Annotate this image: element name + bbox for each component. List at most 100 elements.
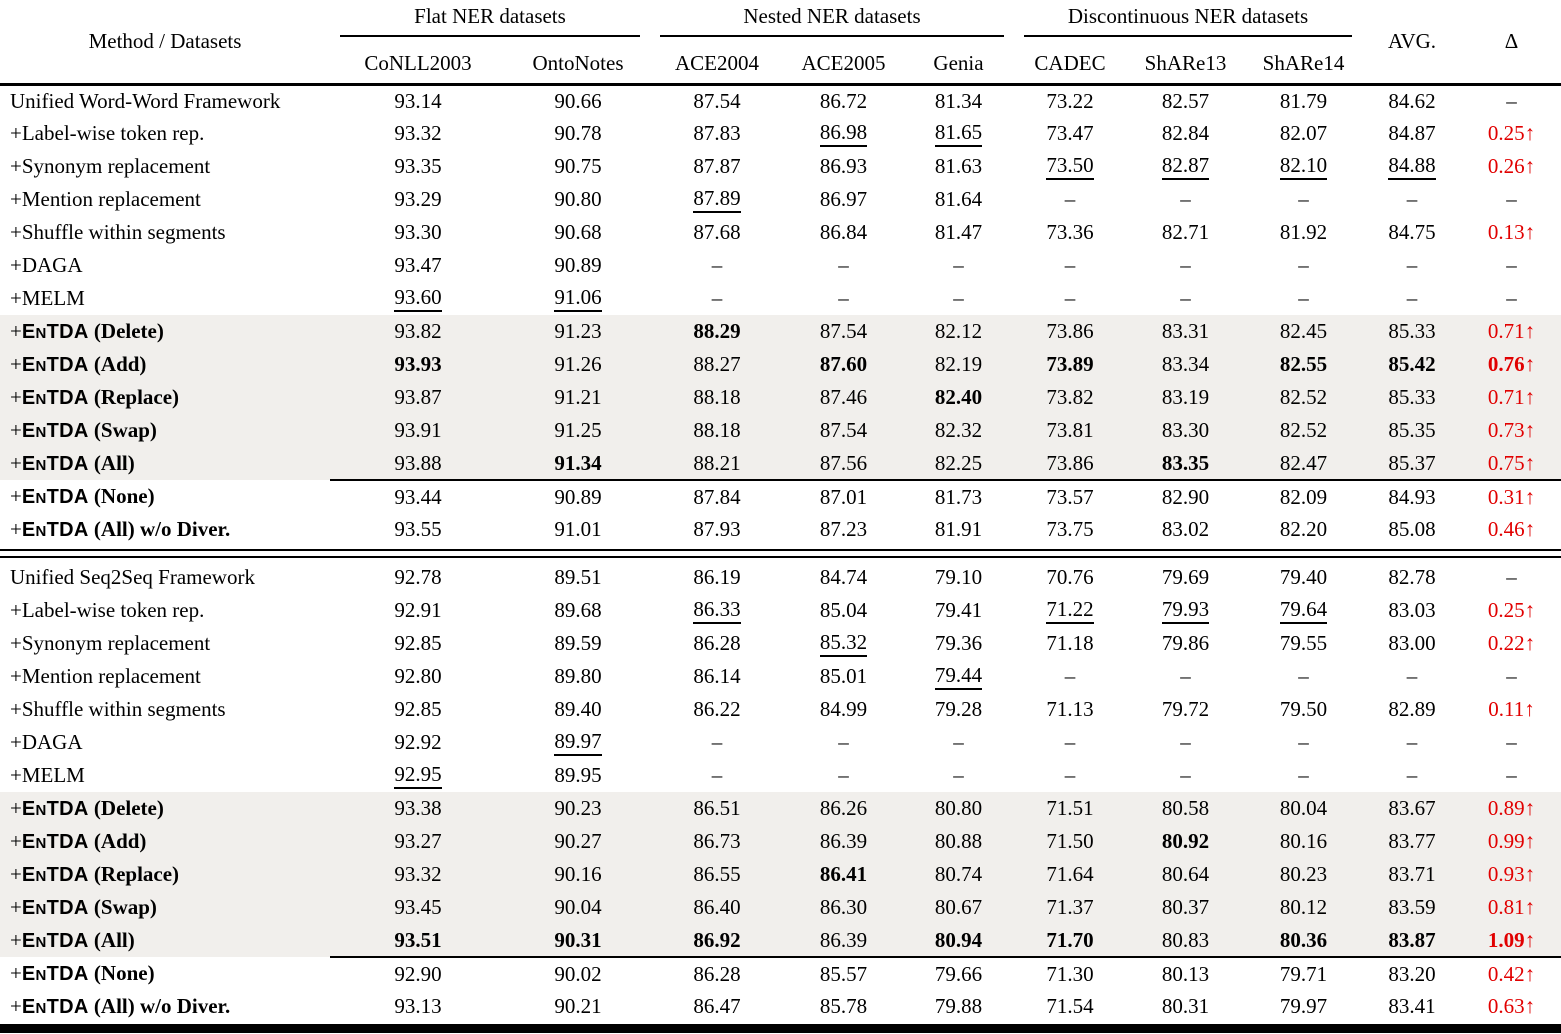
value-cell: 87.23	[784, 513, 903, 546]
cell-value: –	[1298, 664, 1309, 688]
method-variant: (All) w/o Diver.	[88, 994, 231, 1018]
value-cell: 0.25↑	[1462, 594, 1561, 627]
value-cell: –	[1362, 660, 1462, 693]
cell-value: 0.99↑	[1487, 829, 1536, 853]
cell-value: 91.25	[554, 418, 602, 442]
method-label: +ENTDA (Replace)	[0, 381, 330, 414]
value-cell: 0.71↑	[1462, 315, 1561, 348]
cell-value: 85.32	[819, 631, 868, 657]
value-cell: 80.74	[903, 858, 1014, 891]
cell-value: 71.18	[1046, 631, 1094, 655]
method-variant: (None)	[88, 484, 155, 508]
value-cell: 79.93	[1126, 594, 1245, 627]
cell-value: –	[1406, 286, 1418, 310]
value-cell: 85.32	[784, 627, 903, 660]
value-cell: 82.55	[1245, 348, 1363, 381]
cell-value: 73.89	[1046, 352, 1094, 376]
entda-brand: ENTDA	[21, 930, 89, 952]
cell-value: 91.34	[554, 450, 602, 475]
method-label: +Mention replacement	[10, 664, 201, 688]
cell-value: 87.93	[693, 517, 741, 541]
value-cell: 82.87	[1126, 150, 1245, 183]
cell-value: 73.47	[1046, 121, 1094, 145]
value-cell: 86.84	[784, 216, 903, 249]
cell-value: 0.71↑	[1487, 319, 1536, 343]
cell-value: –	[1180, 664, 1191, 688]
value-cell: 82.12	[903, 315, 1014, 348]
cell-value: 93.45	[394, 895, 442, 919]
method-label: +ENTDA (All) w/o Diver.	[0, 513, 330, 546]
value-cell: 91.23	[506, 315, 650, 348]
cell-value: 90.89	[554, 253, 602, 277]
value-cell: 0.25↑	[1462, 117, 1561, 150]
value-cell: 86.39	[784, 924, 903, 957]
cell-value: –	[1406, 730, 1418, 754]
value-cell: 83.67	[1362, 792, 1463, 825]
value-cell: 91.26	[506, 348, 650, 381]
method-variant: (Swap)	[88, 418, 157, 442]
value-cell: 90.04	[506, 891, 650, 924]
cell-value: 90.78	[554, 121, 602, 145]
value-cell: 93.88	[330, 447, 506, 480]
value-cell: 82.40	[903, 381, 1014, 414]
value-cell: –	[1245, 759, 1362, 792]
value-cell: 0.63↑	[1462, 990, 1561, 1023]
cell-value: 0.42↑	[1487, 961, 1536, 986]
value-cell: 91.25	[506, 414, 650, 447]
entda-brand: ENTDA	[21, 354, 89, 376]
value-cell: 81.64	[903, 183, 1014, 216]
value-cell: 81.47	[903, 216, 1014, 249]
value-cell: 86.47	[650, 990, 784, 1023]
value-cell: 93.27	[330, 825, 506, 858]
group-header-nested: Nested NER datasets	[650, 0, 1014, 44]
method-label: +ENTDA (Delete)	[0, 315, 330, 348]
cell-value: 90.89	[554, 484, 602, 509]
value-cell: 93.38	[330, 792, 506, 825]
cell-value: 92.90	[394, 961, 442, 986]
cell-value: 85.35	[1388, 418, 1436, 442]
value-cell: 73.57	[1014, 479, 1126, 513]
cell-value: 80.04	[1279, 796, 1328, 820]
cell-value: 82.78	[1388, 565, 1436, 589]
value-cell: 73.36	[1014, 216, 1126, 249]
value-cell: 73.50	[1014, 150, 1126, 183]
plus-sign: +	[10, 928, 22, 952]
cell-value: 84.88	[1388, 154, 1436, 180]
value-cell: 80.23	[1245, 858, 1363, 891]
cell-value: 86.51	[693, 796, 741, 820]
cell-value: 91.21	[554, 385, 602, 409]
value-cell: 92.90	[330, 956, 506, 990]
value-cell: 84.99	[784, 693, 903, 726]
value-cell: 0.71↑	[1462, 381, 1561, 414]
method-label: +MELM	[10, 286, 85, 310]
cell-value: 93.44	[394, 484, 442, 509]
value-cell: 87.54	[650, 84, 784, 117]
value-cell: 83.77	[1362, 825, 1463, 858]
value-cell: 86.97	[784, 183, 903, 216]
cell-value: –	[1180, 286, 1191, 310]
plus-sign: +	[10, 961, 22, 985]
cell-value: 80.16	[1279, 829, 1328, 853]
value-cell: 85.33	[1362, 315, 1463, 348]
value-cell: 91.34	[506, 447, 650, 480]
cell-value: 0.25↑	[1487, 121, 1536, 145]
table-row: +ENTDA (All) 93.51 90.31 86.92 86.39 80.94 71.…	[0, 924, 1561, 957]
value-cell: 71.70	[1014, 924, 1126, 957]
cell-value: 80.12	[1279, 895, 1328, 919]
cell-value: 86.98	[819, 121, 868, 147]
cell-value: 73.81	[1046, 418, 1094, 442]
table-row: +DAGA 93.47 90.89 – – – – – – – –	[0, 249, 1561, 282]
table-row: +DAGA 92.92 89.97 – – – – – – – –	[0, 726, 1561, 759]
value-cell: 73.22	[1014, 84, 1126, 117]
value-cell: 83.00	[1362, 627, 1462, 660]
value-cell: –	[1462, 759, 1561, 792]
value-cell: 93.44	[330, 479, 506, 513]
cell-value: –	[1506, 88, 1517, 113]
bottom-rule	[0, 1023, 1561, 1033]
cell-value: 79.93	[1161, 598, 1210, 624]
value-cell: 80.64	[1126, 858, 1245, 891]
plus-sign: +	[10, 385, 22, 409]
cell-value: 82.52	[1279, 385, 1328, 409]
value-cell: 82.89	[1362, 693, 1462, 726]
cell-value: –	[1506, 565, 1517, 589]
